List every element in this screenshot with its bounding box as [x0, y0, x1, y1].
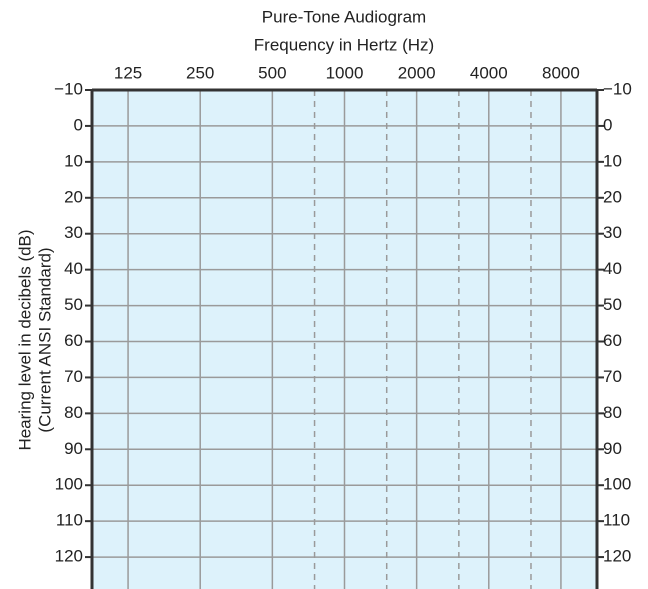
y-tick-label: −10 — [54, 79, 83, 98]
y-tick-label: 40 — [603, 259, 622, 278]
x-axis-label: Frequency in Hertz (Hz) — [254, 35, 434, 54]
y-tick-label: 120 — [603, 547, 631, 566]
y-tick-label: 10 — [603, 151, 622, 170]
x-tick-label: 500 — [258, 63, 286, 82]
y-tick-label: 50 — [603, 295, 622, 314]
y-tick-label: 120 — [55, 547, 83, 566]
y-tick-label: 70 — [603, 367, 622, 386]
x-tick-label: 125 — [114, 63, 142, 82]
y-tick-label: 0 — [74, 115, 83, 134]
y-tick-label: 80 — [603, 403, 622, 422]
y-axis-label: Hearing level in decibels (dB) — [15, 229, 34, 450]
x-tick-label: 2000 — [398, 63, 436, 82]
y-tick-label: 70 — [64, 367, 83, 386]
y-tick-label: 20 — [603, 187, 622, 206]
chart-title: Pure-Tone Audiogram — [262, 7, 426, 26]
y-tick-label: 90 — [64, 439, 83, 458]
y-tick-label: 50 — [64, 295, 83, 314]
y-tick-label: 30 — [603, 223, 622, 242]
x-tick-label: 8000 — [542, 63, 580, 82]
x-tick-label: 4000 — [470, 63, 508, 82]
x-tick-label: 1000 — [326, 63, 364, 82]
y-tick-label: 60 — [603, 331, 622, 350]
y-tick-label: 20 — [64, 187, 83, 206]
y-tick-label: 0 — [603, 115, 612, 134]
x-tick-label: 250 — [186, 63, 214, 82]
y-axis-label: (Current ANSI Standard) — [35, 247, 54, 432]
y-tick-label: 10 — [64, 151, 83, 170]
y-tick-label: 90 — [603, 439, 622, 458]
y-tick-label: 110 — [56, 511, 83, 530]
y-tick-label: 80 — [64, 403, 83, 422]
y-tick-label: 60 — [64, 331, 83, 350]
y-tick-label: 100 — [603, 475, 631, 494]
y-tick-label: −10 — [603, 79, 632, 98]
y-tick-label: 30 — [64, 223, 83, 242]
y-tick-label: 40 — [64, 259, 83, 278]
y-tick-label: 100 — [55, 475, 83, 494]
y-tick-label: 110 — [603, 511, 630, 530]
